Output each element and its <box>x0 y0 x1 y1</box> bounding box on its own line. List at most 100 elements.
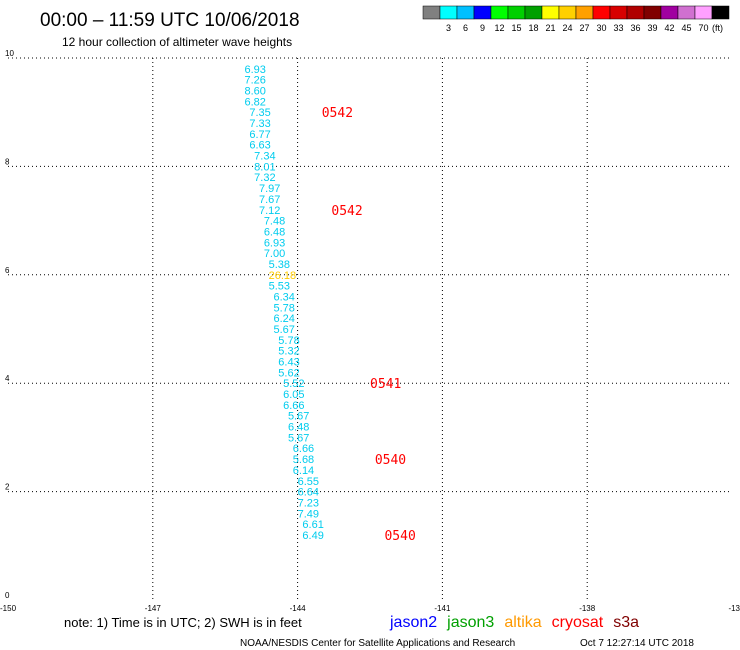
wave-height-value: 5.67 <box>273 324 294 336</box>
colorbar-swatch <box>575 5 594 20</box>
color-scale-legend: 3 6 9 12 15 18 21 24 27 30 33 36 39 42 45 70 <box>422 5 730 33</box>
wave-height-value: 6.64 <box>298 487 319 499</box>
y-tick-label: 10 <box>5 49 14 58</box>
wave-height-value: 6.77 <box>249 129 270 141</box>
satellite-legend-item: s3a <box>613 614 639 631</box>
wave-height-value: 5.78 <box>273 302 294 314</box>
colorbar-swatch <box>609 5 628 20</box>
colorbar-swatch <box>677 5 696 20</box>
wave-height-value: 5.62 <box>278 367 299 379</box>
wave-height-value: 8.60 <box>245 86 266 98</box>
wave-height-value: 6.48 <box>288 422 309 434</box>
y-tick-label: 4 <box>5 374 10 383</box>
colorbar-unit: (ft) <box>712 23 723 33</box>
y-tick-label: 0 <box>5 591 10 600</box>
colorbar-swatch <box>592 5 611 20</box>
colorbar-swatch <box>626 5 645 20</box>
wave-height-value: 6.48 <box>264 226 285 238</box>
footer-credit: NOAA/NESDIS Center for Satellite Applica… <box>240 638 515 649</box>
colorbar-label: 30 <box>596 23 606 33</box>
wave-height-value: 6.93 <box>264 237 285 249</box>
colorbar-label: 33 <box>613 23 623 33</box>
colorbar-label: 15 <box>511 23 521 33</box>
satellite-legend: jason2 jason3 altika cryosat s3a <box>389 614 639 631</box>
x-tick-label: -141 <box>434 604 451 613</box>
x-tick-label: -144 <box>290 604 307 613</box>
wave-height-value: 6.24 <box>273 313 294 325</box>
wave-height-value: 6.82 <box>245 96 266 108</box>
wave-height-value: 7.34 <box>254 151 275 163</box>
colorbar-swatch <box>694 5 713 20</box>
x-axis-ticks: -150 -147 -144 -141 -138 -13 <box>0 604 740 613</box>
page-subtitle: 12 hour collection of altimeter wave hei… <box>62 35 292 49</box>
wave-height-value: 6.66 <box>283 400 304 412</box>
wave-height-value: 6.63 <box>249 140 270 152</box>
wave-height-value: 7.35 <box>249 107 270 119</box>
wave-height-value: 6.14 <box>293 465 314 477</box>
colorbar-label: 27 <box>579 23 589 33</box>
x-tick-label: -147 <box>145 604 162 613</box>
colorbar-swatch <box>507 5 526 20</box>
wave-height-value: 8.01 <box>254 161 275 173</box>
x-tick-label: -138 <box>579 604 596 613</box>
x-tick-label: -13 <box>728 604 740 613</box>
page-title: 00:00 – 11:59 UTC 10/06/2018 <box>40 10 300 31</box>
wave-height-value: 6.66 <box>293 443 314 455</box>
wave-height-value: 7.33 <box>249 118 270 130</box>
wave-height-value: 7.23 <box>298 497 319 509</box>
colorbar-swatch <box>524 5 543 20</box>
pass-time-label: 0540 <box>384 529 415 544</box>
wave-height-value: 5.32 <box>278 346 299 358</box>
wave-height-value: 5.67 <box>288 432 309 444</box>
colorbar-swatch <box>439 5 458 20</box>
wave-height-value: 6.34 <box>273 291 294 303</box>
wave-height-value: 7.00 <box>264 248 285 260</box>
colorbar-swatch <box>558 5 577 20</box>
wave-height-value: 5.52 <box>283 378 304 390</box>
wave-height-value: 7.97 <box>259 183 280 195</box>
colorbar-label: 36 <box>630 23 640 33</box>
pass-time-label: 0541 <box>370 377 401 392</box>
wave-height-value: 5.53 <box>269 281 290 293</box>
wave-height-value: 6.05 <box>283 389 304 401</box>
pass-time-labels: 0542 0542 0541 0540 0540 <box>322 106 416 544</box>
footer-timestamp: Oct 7 12:27:14 UTC 2018 <box>580 638 694 649</box>
colorbar-swatch <box>422 5 441 20</box>
colorbar-swatch <box>541 5 560 20</box>
wave-height-value: 7.26 <box>245 75 266 87</box>
wave-height-value: 7.32 <box>254 172 275 184</box>
colorbar-swatch <box>490 5 509 20</box>
colorbar-label: 24 <box>562 23 572 33</box>
wave-height-value: 6.93 <box>245 64 266 76</box>
colorbar-label: 9 <box>480 23 485 33</box>
wave-height-value: 7.49 <box>298 508 319 520</box>
colorbar-label: 70 <box>698 23 708 33</box>
colorbar-label: 18 <box>528 23 538 33</box>
satellite-legend-item: altika <box>504 614 541 631</box>
wave-height-value: 6.61 <box>302 519 323 531</box>
wave-height-value: 7.67 <box>259 194 280 206</box>
colorbar-swatch <box>711 5 730 20</box>
x-tick-label: -150 <box>0 604 17 613</box>
wave-height-value: 5.78 <box>278 335 299 347</box>
wave-height-value: 7.48 <box>264 216 285 228</box>
colorbar-label: 42 <box>664 23 674 33</box>
colorbar-label: 39 <box>647 23 657 33</box>
colorbar-label: 6 <box>463 23 468 33</box>
wave-height-value: 7.12 <box>259 205 280 217</box>
colorbar-swatch <box>660 5 679 20</box>
wave-height-value: 26.18 <box>269 270 297 282</box>
wave-height-value: 5.38 <box>269 259 290 271</box>
y-axis-ticks: 0 2 4 6 8 10 <box>5 49 14 600</box>
satellite-legend-item: jason3 <box>446 614 494 631</box>
wave-height-value: 6.43 <box>278 357 299 369</box>
colorbar-label: 3 <box>446 23 451 33</box>
pass-time-label: 0540 <box>375 453 406 468</box>
plot-grid <box>8 57 732 600</box>
colorbar-swatch <box>473 5 492 20</box>
wave-height-value: 6.49 <box>302 530 323 542</box>
y-tick-label: 6 <box>5 266 10 275</box>
pass-time-label: 0542 <box>331 204 362 219</box>
units-note: note: 1) Time is in UTC; 2) SWH is in fe… <box>64 615 302 630</box>
